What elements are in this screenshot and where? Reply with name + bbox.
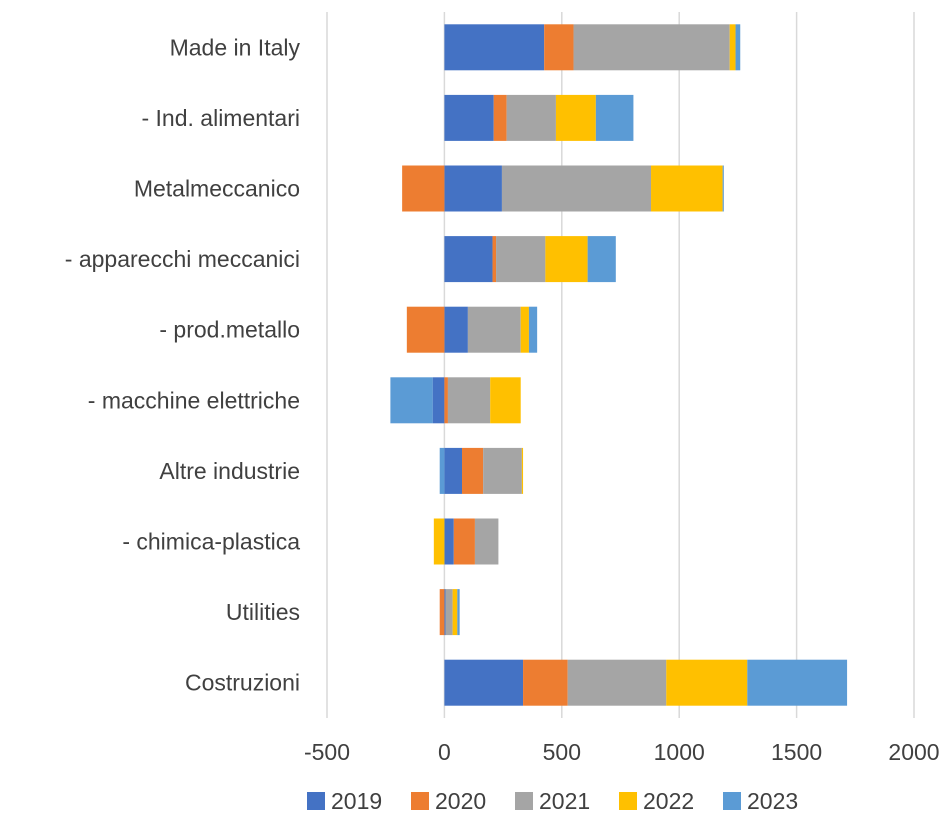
category-labels: Made in Italy - Ind. alimentari Metalmecca… xyxy=(65,34,301,695)
legend-swatch xyxy=(619,792,637,810)
category-label: - prod.metallo xyxy=(159,317,300,343)
legend-swatch xyxy=(515,792,533,810)
bar-segment-2023 xyxy=(722,165,724,212)
bar-segment-2023 xyxy=(439,447,445,494)
bar-segment-2021 xyxy=(573,24,730,71)
bar-segment-2022 xyxy=(666,659,748,706)
bar-segment-2020 xyxy=(493,94,507,141)
bar-segment-2023 xyxy=(390,377,433,424)
legend-label: 2023 xyxy=(747,788,798,814)
category-label: - chimica-plastica xyxy=(122,529,300,555)
bar-segment-2019 xyxy=(444,447,463,494)
bar-segment-2022 xyxy=(433,518,445,565)
bar-segment-2019 xyxy=(432,377,445,424)
x-tick-label: 0 xyxy=(438,739,451,765)
x-tick-label: -500 xyxy=(304,739,350,765)
bar-segment-2019 xyxy=(444,659,524,706)
legend-label: 2019 xyxy=(331,788,382,814)
bar-segment-2020 xyxy=(444,377,448,424)
bar-segment-2021 xyxy=(467,306,521,353)
bar-segment-2019 xyxy=(444,236,493,283)
bar-segment-2019 xyxy=(444,24,545,71)
category-label: Costruzioni xyxy=(185,670,300,696)
legend-swatch xyxy=(307,792,325,810)
legend-label: 2022 xyxy=(643,788,694,814)
bar-segment-2022 xyxy=(651,165,723,212)
bar-segment-2022 xyxy=(545,236,588,283)
bar-segment-2020 xyxy=(453,518,475,565)
bar-segment-2020 xyxy=(544,24,574,71)
bar-segment-2019 xyxy=(444,518,454,565)
bar-segment-2021 xyxy=(447,377,491,424)
legend-label: 2021 xyxy=(539,788,590,814)
category-label: Made in Italy xyxy=(170,34,301,60)
bar-segment-2020 xyxy=(462,447,484,494)
bar-segment-2023 xyxy=(528,306,538,353)
bar-segment-2019 xyxy=(444,306,468,353)
bar-segment-2023 xyxy=(747,659,848,706)
category-label: Altre industrie xyxy=(159,458,300,484)
legend-swatch xyxy=(723,792,741,810)
bar-segment-2022 xyxy=(729,24,736,71)
bar-segment-2019 xyxy=(444,165,502,212)
x-tick-label: 1000 xyxy=(654,739,705,765)
bar-segment-2020 xyxy=(402,165,445,212)
bar-segment-2020 xyxy=(523,659,568,706)
bar-segment-2023 xyxy=(587,236,616,283)
bar-segment-2022 xyxy=(521,447,524,494)
bar-segment-2020 xyxy=(406,306,445,353)
x-tick-label: 500 xyxy=(543,739,581,765)
bar-segment-2021 xyxy=(567,659,667,706)
category-label: - Ind. alimentari xyxy=(141,105,300,131)
bar-segment-2022 xyxy=(452,589,458,636)
bar-segment-2020 xyxy=(492,236,497,283)
bar-segment-2021 xyxy=(474,518,499,565)
category-label: - apparecchi meccanici xyxy=(65,246,300,272)
legend: 2019 2020 2021 2022 2023 xyxy=(307,788,798,814)
bar-segment-2021 xyxy=(501,165,652,212)
category-label: Metalmeccanico xyxy=(134,176,300,202)
category-label: - macchine elettriche xyxy=(88,387,300,413)
bars xyxy=(390,24,848,706)
bar-segment-2023 xyxy=(457,589,460,636)
bar-segment-2022 xyxy=(490,377,521,424)
x-tick-label: 2000 xyxy=(888,739,939,765)
bar-segment-2020 xyxy=(439,589,445,636)
bar-segment-2021 xyxy=(496,236,546,283)
bar-segment-2022 xyxy=(555,94,596,141)
bar-segment-2021 xyxy=(445,589,453,636)
x-tick-labels: -500 0 500 1000 1500 2000 xyxy=(304,739,940,765)
bar-segment-2022 xyxy=(520,306,529,353)
bar-segment-2023 xyxy=(595,94,634,141)
bar-segment-2023 xyxy=(735,24,741,71)
bar-segment-2019 xyxy=(444,94,494,141)
legend-swatch xyxy=(411,792,429,810)
legend-label: 2020 xyxy=(435,788,486,814)
category-label: Utilities xyxy=(226,599,300,625)
bar-segment-2021 xyxy=(506,94,556,141)
bar-segment-2021 xyxy=(483,447,522,494)
bar-segment-2019 xyxy=(444,589,446,636)
x-tick-label: 1500 xyxy=(771,739,822,765)
